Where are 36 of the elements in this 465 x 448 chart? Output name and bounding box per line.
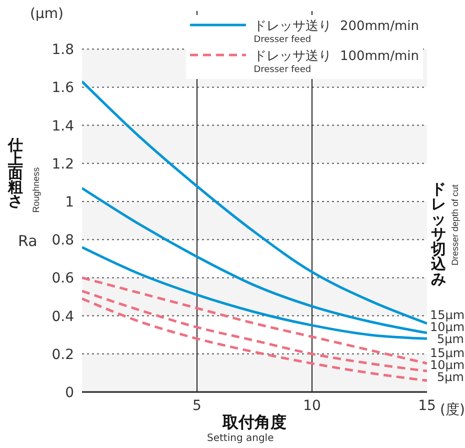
text: 10μm — [430, 320, 465, 334]
text: 15μm — [430, 308, 465, 322]
x-tick-label: 5 — [192, 398, 202, 414]
y-axis-title: 仕上面粗さ — [8, 136, 24, 210]
y-tick-label: 1 — [65, 194, 74, 210]
y2-axis-title: ドレッサ切込み — [431, 180, 447, 288]
y-tick-label: 1.8 — [52, 42, 74, 58]
text: Dresser depth of cut — [450, 184, 460, 266]
text: Roughness — [31, 167, 41, 213]
y-tick-label: 0.4 — [52, 308, 74, 325]
text: 5μm — [437, 370, 464, 384]
x-tick-label: 15 — [418, 398, 436, 414]
y-tick-label: 1.6 — [52, 80, 74, 96]
y-tick-label: 0.8 — [52, 232, 74, 249]
line-series — [82, 80, 427, 325]
legend-label: ドレッサ送り 100mm/min Dresser feed — [254, 48, 419, 75]
y-tick-label: 0.6 — [52, 270, 74, 287]
x-tick-label: 10 — [303, 398, 321, 414]
text: 5μm — [437, 332, 464, 346]
y-tick-label: 1.2 — [52, 156, 74, 172]
text: (度) — [440, 401, 465, 419]
text: 15μm — [430, 346, 465, 360]
y-tick-label: 0.2 — [52, 346, 74, 363]
line-series — [82, 246, 427, 340]
text: Setting angle — [207, 433, 274, 444]
line-series — [82, 290, 427, 372]
y-tick-label: 1.4 — [52, 118, 74, 134]
x-axis-title: 取付角度 — [222, 412, 286, 432]
text: 10μm — [430, 358, 465, 372]
y-tick-label: 0 — [65, 384, 74, 401]
legend-label: ドレッサ送り 200mm/min Dresser feed — [254, 18, 419, 45]
text: (μm) — [30, 6, 64, 22]
text: Ra — [18, 232, 38, 250]
line-series — [82, 186, 427, 334]
line-series — [82, 276, 427, 365]
line-series — [82, 297, 427, 382]
